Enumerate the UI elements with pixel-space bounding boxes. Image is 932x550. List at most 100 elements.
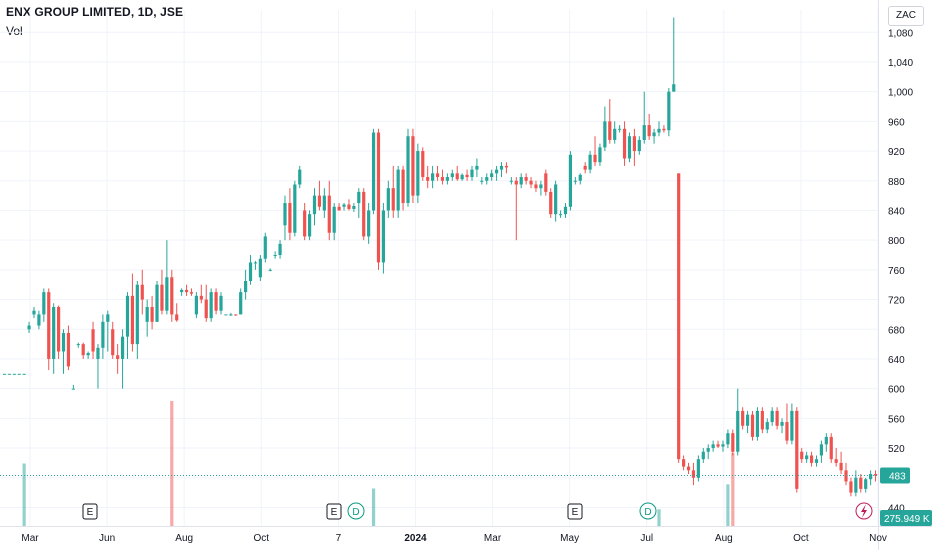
x-tick-label: Nov: [869, 533, 887, 544]
candle-body: [499, 165, 504, 170]
candle-body: [627, 136, 632, 159]
last-price-badge: [880, 467, 910, 484]
candle-body: [509, 180, 513, 182]
candle-body: [809, 455, 814, 463]
candle-body: [376, 132, 381, 263]
candle-body: [603, 121, 607, 148]
candle-body: [613, 128, 617, 140]
candle-body: [386, 188, 390, 211]
lightning-icon[interactable]: [855, 502, 873, 520]
earnings-marker[interactable]: E: [326, 503, 342, 520]
candle-body: [219, 295, 223, 311]
last-volume-label: 275.949 K: [884, 514, 930, 525]
volume-bar: [657, 509, 661, 526]
candle-body: [682, 459, 686, 467]
candle-body: [268, 269, 272, 271]
candle-body: [455, 173, 459, 180]
candle-body: [180, 289, 184, 293]
candle-body: [401, 169, 405, 204]
candle-body: [229, 314, 233, 316]
candle-body: [189, 292, 194, 294]
volume-bar: [371, 488, 376, 526]
candle-body: [859, 477, 863, 489]
candle-body: [421, 151, 425, 178]
candle-body: [800, 451, 804, 460]
candle-body: [558, 214, 563, 216]
candle-body: [588, 154, 592, 170]
dividend-marker[interactable]: D: [639, 502, 657, 520]
candle-body: [253, 262, 258, 264]
candle-body: [312, 195, 317, 215]
candle-body: [293, 184, 297, 233]
indicator-label: Vol: [6, 24, 23, 38]
y-tick-label: 640: [888, 355, 905, 366]
candle-body: [42, 292, 46, 315]
candle-body: [283, 203, 287, 226]
candle-body: [637, 139, 641, 152]
candle-body: [194, 295, 198, 315]
candle-body: [357, 191, 361, 204]
last-price-label: 483: [889, 472, 906, 483]
candle-body: [672, 84, 676, 92]
candle-body: [711, 444, 715, 449]
candle-body: [849, 481, 853, 493]
candle-body: [406, 136, 410, 204]
candle-body: [86, 353, 90, 356]
candle-body: [544, 173, 548, 192]
candle-body: [726, 433, 730, 445]
earnings-marker[interactable]: E: [82, 503, 98, 520]
x-tick-label: 7: [336, 533, 342, 544]
candle-body: [288, 203, 292, 233]
y-tick-label: 920: [888, 147, 905, 158]
candle-body: [549, 191, 553, 215]
candle-body: [431, 173, 435, 181]
candle-body: [165, 277, 169, 311]
y-tick-label: 1,000: [888, 88, 913, 99]
candle-body: [745, 414, 750, 426]
candle-body: [829, 436, 833, 460]
y-tick-label: 760: [888, 266, 905, 277]
candle-body: [101, 321, 105, 348]
candle-body: [391, 188, 395, 211]
volume-bar: [726, 484, 730, 526]
y-tick-label: 440: [888, 503, 905, 514]
candle-body: [76, 344, 80, 346]
x-tick-label: Jul: [640, 533, 653, 544]
marker-shape: [326, 503, 342, 520]
candle-body: [642, 125, 646, 140]
candle-body: [37, 314, 41, 326]
x-tick-label: Mar: [21, 533, 39, 544]
candle-body: [869, 474, 873, 480]
candle-body: [780, 422, 784, 426]
volume-bar: [731, 453, 735, 526]
candle-body: [170, 277, 174, 315]
dividend-marker[interactable]: D: [347, 502, 365, 520]
candle-body: [184, 289, 189, 293]
candle-body: [258, 258, 262, 278]
x-tick-label: Oct: [793, 533, 809, 544]
candle-body: [71, 388, 75, 390]
candle-body: [96, 347, 100, 359]
candle-body: [554, 184, 558, 215]
marker-shape: [347, 502, 365, 520]
candle-body: [52, 306, 56, 359]
candle-body: [677, 173, 681, 460]
candle-body: [66, 332, 71, 367]
candle-body: [583, 165, 587, 170]
currency-selector[interactable]: ZAC: [888, 6, 924, 26]
candle-body: [795, 410, 799, 489]
marker-shape: [82, 503, 98, 520]
candle-body: [760, 410, 764, 430]
earnings-marker[interactable]: E: [567, 503, 583, 520]
candle-body: [426, 177, 430, 181]
candle-body: [864, 479, 868, 489]
candle-body: [485, 177, 489, 181]
candle-body: [839, 462, 843, 471]
candle-body: [332, 206, 336, 233]
candle-body: [367, 210, 371, 237]
candle-body: [322, 195, 326, 211]
y-tick-label: 560: [888, 414, 905, 425]
candle-body: [686, 466, 691, 471]
